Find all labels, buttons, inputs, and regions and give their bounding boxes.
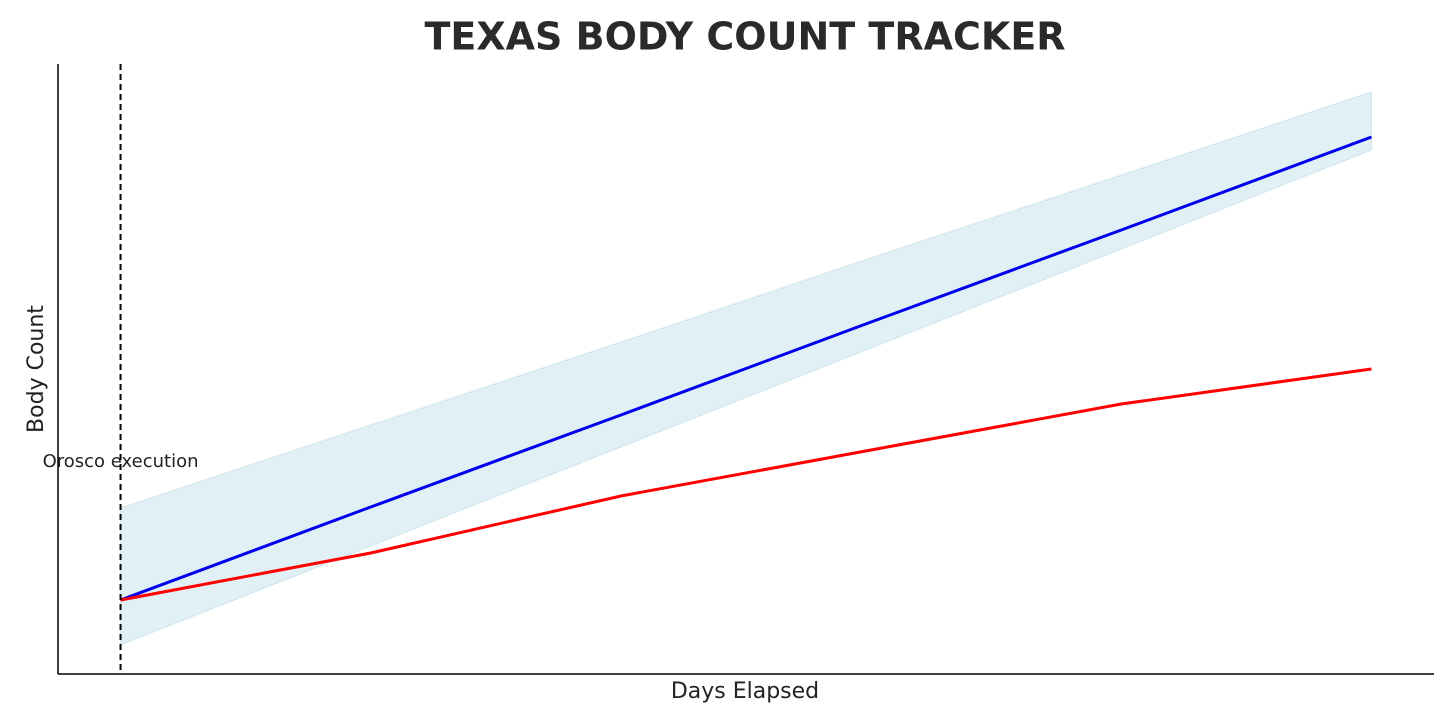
event-label: Orosco execution (43, 451, 199, 472)
y-axis-label: Body Count (24, 305, 49, 433)
series-line (120, 135, 1372, 602)
x-axis-label: Days Elapsed (671, 679, 819, 704)
series-line (120, 367, 1372, 602)
chart-title: TEXAS BODY COUNT TRACKER (424, 15, 1065, 59)
